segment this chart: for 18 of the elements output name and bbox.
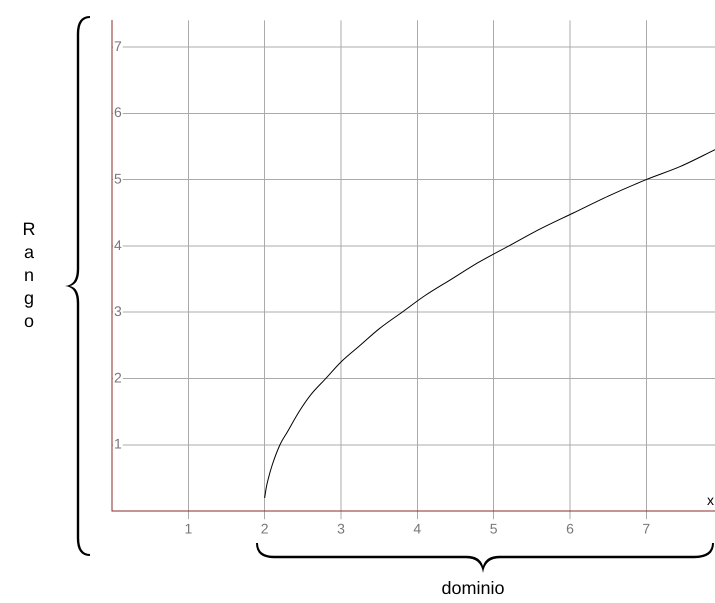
x-tick-label: 7 xyxy=(642,520,650,536)
x-tick-label: 4 xyxy=(413,520,422,536)
y-tick-label: 3 xyxy=(114,303,122,320)
y-tick-label: 6 xyxy=(114,104,122,120)
x-tick-label: 1 xyxy=(184,520,192,536)
x-axis-title: dominio xyxy=(440,578,506,599)
y-tick-label: 2 xyxy=(114,369,122,386)
x-tick-label: 6 xyxy=(566,520,574,536)
y-tick-label: 7 xyxy=(114,38,122,54)
annotation: x xyxy=(707,492,714,508)
y-tick-label: 4 xyxy=(114,236,122,253)
y-tick-label: 1 xyxy=(114,436,122,452)
y-tick-label: 5 xyxy=(114,170,122,186)
x-tick-label: 2 xyxy=(260,520,269,536)
x-tick-label: 3 xyxy=(337,520,346,536)
y-axis-title: Rango xyxy=(22,218,36,333)
line-series xyxy=(264,149,715,498)
x-tick-label: 5 xyxy=(490,520,498,536)
